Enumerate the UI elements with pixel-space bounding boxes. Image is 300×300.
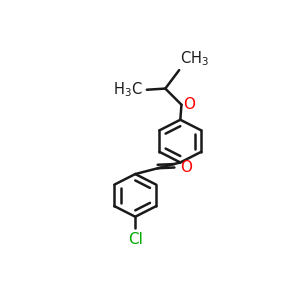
Text: O: O — [183, 97, 195, 112]
Text: O: O — [180, 160, 192, 175]
Text: CH$_3$: CH$_3$ — [180, 50, 209, 68]
Text: H$_3$C: H$_3$C — [112, 80, 142, 99]
Text: Cl: Cl — [128, 232, 143, 247]
